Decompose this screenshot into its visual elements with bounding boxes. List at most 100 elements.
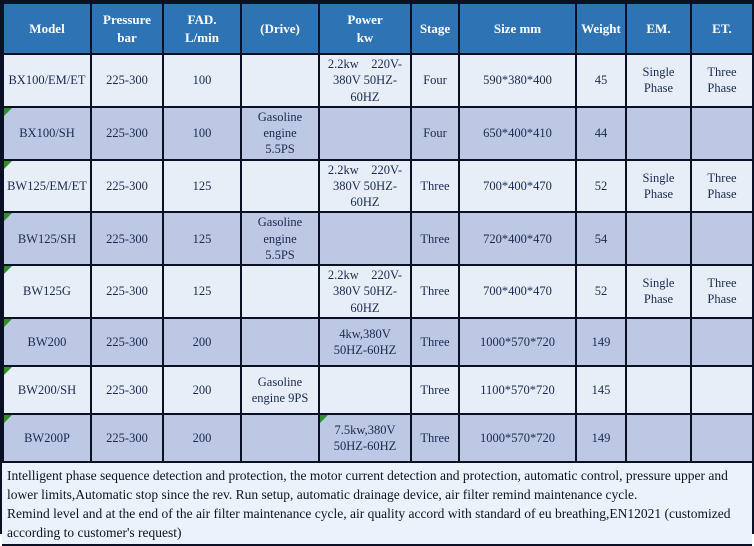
cell-size: 1100*570*720 bbox=[458, 364, 577, 415]
col-header-size: Size mm bbox=[458, 2, 577, 55]
cell-weight: 145 bbox=[575, 364, 627, 415]
cell-fad: 200 bbox=[162, 316, 242, 367]
table-row: BW125G 225-300 125 2.2kw 220V- 380V 50HZ… bbox=[2, 264, 754, 319]
table-row: BX100/EM/ET 225-300 100 2.2kw 220V- 380V… bbox=[2, 53, 754, 108]
table-row: BW125/SH 225-300 125 Gasoline engine 5.5… bbox=[2, 211, 754, 266]
cell-drive: Gasoline engine 9PS bbox=[240, 364, 320, 415]
cell-fad: 125 bbox=[162, 264, 242, 319]
spec-table: Model Pressure bar FAD. L/min (Drive) Po… bbox=[2, 2, 754, 463]
cell-stage: Three bbox=[410, 211, 460, 266]
cell-weight: 149 bbox=[575, 412, 627, 463]
cell-model-text: BW200/SH bbox=[17, 382, 77, 397]
cell-fad: 125 bbox=[162, 158, 242, 214]
error-indicator-icon bbox=[321, 415, 328, 423]
cell-em: Single Phase bbox=[625, 53, 692, 108]
cell-model-text: BX100/SH bbox=[19, 126, 75, 140]
cell-stage: Three bbox=[410, 364, 460, 415]
cell-size: 590*380*400 bbox=[458, 53, 577, 108]
cell-size: 1000*570*720 bbox=[458, 412, 577, 463]
cell-drive bbox=[240, 412, 320, 463]
cell-fad: 200 bbox=[162, 412, 242, 463]
cell-model: BW125/SH bbox=[2, 211, 92, 266]
cell-drive bbox=[240, 264, 320, 319]
cell-et: Three Phase bbox=[690, 53, 754, 108]
notes-block: Intelligent phase sequence detection and… bbox=[2, 462, 752, 545]
col-header-stage: Stage bbox=[410, 2, 460, 55]
error-indicator-icon bbox=[5, 266, 12, 274]
cell-pressure: 225-300 bbox=[90, 158, 164, 214]
cell-em bbox=[625, 316, 692, 367]
cell-size: 1000*570*720 bbox=[458, 316, 577, 367]
cell-size: 700*400*470 bbox=[458, 158, 577, 214]
cell-pressure: 225-300 bbox=[90, 211, 164, 266]
cell-drive bbox=[240, 53, 320, 108]
cell-em bbox=[625, 105, 692, 161]
error-indicator-icon bbox=[5, 319, 12, 327]
cell-drive: Gasoline engine 5.5PS bbox=[240, 211, 320, 266]
cell-power bbox=[318, 211, 412, 266]
col-header-weight: Weight bbox=[575, 2, 627, 55]
cell-model: BW200 bbox=[2, 316, 92, 367]
cell-em bbox=[625, 412, 692, 463]
cell-weight: 52 bbox=[575, 264, 627, 319]
cell-model-text: BW125G bbox=[23, 284, 71, 299]
cell-weight: 54 bbox=[575, 211, 627, 266]
cell-et bbox=[690, 211, 754, 266]
cell-stage: Three bbox=[410, 264, 460, 319]
cell-pressure: 225-300 bbox=[90, 412, 164, 463]
cell-model-text: BW200P bbox=[24, 430, 70, 445]
error-indicator-icon bbox=[5, 367, 12, 375]
col-header-et: ET. bbox=[690, 2, 754, 55]
cell-et bbox=[690, 364, 754, 415]
cell-weight: 52 bbox=[575, 158, 627, 214]
table-row: BX100/SH 225-300 100 Gasoline engine 5.5… bbox=[2, 105, 754, 161]
cell-pressure: 225-300 bbox=[90, 316, 164, 367]
col-header-em: EM. bbox=[625, 2, 692, 55]
cell-drive bbox=[240, 158, 320, 214]
cell-em: Single Phase bbox=[625, 264, 692, 319]
cell-drive bbox=[240, 316, 320, 367]
cell-stage: Four bbox=[410, 105, 460, 161]
cell-power: 2.2kw 220V- 380V 50HZ- 60HZ bbox=[318, 53, 412, 108]
cell-et bbox=[690, 316, 754, 367]
cell-pressure: 225-300 bbox=[90, 53, 164, 108]
cell-weight: 149 bbox=[575, 316, 627, 367]
cell-stage: Three bbox=[410, 412, 460, 463]
cell-pressure: 225-300 bbox=[90, 105, 164, 161]
cell-power: 2.2kw 220V- 380V 50HZ- 60HZ bbox=[318, 264, 412, 319]
cell-drive: Gasoline engine 5.5PS bbox=[240, 105, 320, 161]
table-row: BW200P 225-300 200 7.5kw,380V 50HZ-60HZ … bbox=[2, 412, 754, 463]
col-header-model: Model bbox=[2, 2, 92, 55]
cell-power: 2.2kw 220V- 380V 50HZ- 60HZ bbox=[318, 158, 412, 214]
col-header-power: Power kw bbox=[318, 2, 412, 55]
header-row: Model Pressure bar FAD. L/min (Drive) Po… bbox=[2, 2, 754, 55]
cell-model: BW125G bbox=[2, 264, 92, 319]
cell-model-text: BW200 bbox=[27, 334, 67, 349]
error-indicator-icon bbox=[5, 108, 12, 116]
cell-stage: Three bbox=[410, 316, 460, 367]
cell-size: 700*400*470 bbox=[458, 264, 577, 319]
table-row: BW200 225-300 200 4kw,380V 50HZ-60HZ Thr… bbox=[2, 316, 754, 367]
cell-fad: 100 bbox=[162, 105, 242, 161]
error-indicator-icon bbox=[5, 214, 12, 222]
cell-stage: Three bbox=[410, 158, 460, 214]
cell-pressure: 225-300 bbox=[90, 264, 164, 319]
col-header-pressure: Pressure bar bbox=[90, 2, 164, 55]
col-header-fad: FAD. L/min bbox=[162, 2, 242, 55]
cell-em: Single Phase bbox=[625, 158, 692, 214]
cell-model: BX100/SH bbox=[2, 105, 92, 161]
cell-et: Three Phase bbox=[690, 158, 754, 214]
cell-model: BX100/EM/ET bbox=[2, 53, 92, 108]
notes-paragraph-2: Remind level and at the end of the air f… bbox=[7, 506, 731, 541]
cell-size: 720*400*470 bbox=[458, 211, 577, 266]
cell-et: Three Phase bbox=[690, 264, 754, 319]
error-indicator-icon bbox=[5, 415, 12, 423]
cell-power bbox=[318, 105, 412, 161]
cell-power-text: 7.5kw,380V 50HZ-60HZ bbox=[333, 422, 397, 453]
cell-model-text: BW125/SH bbox=[17, 231, 77, 246]
table-row: BW200/SH 225-300 200 Gasoline engine 9PS… bbox=[2, 364, 754, 415]
cell-stage: Four bbox=[410, 53, 460, 108]
cell-em bbox=[625, 211, 692, 266]
cell-size: 650*400*410 bbox=[458, 105, 577, 161]
